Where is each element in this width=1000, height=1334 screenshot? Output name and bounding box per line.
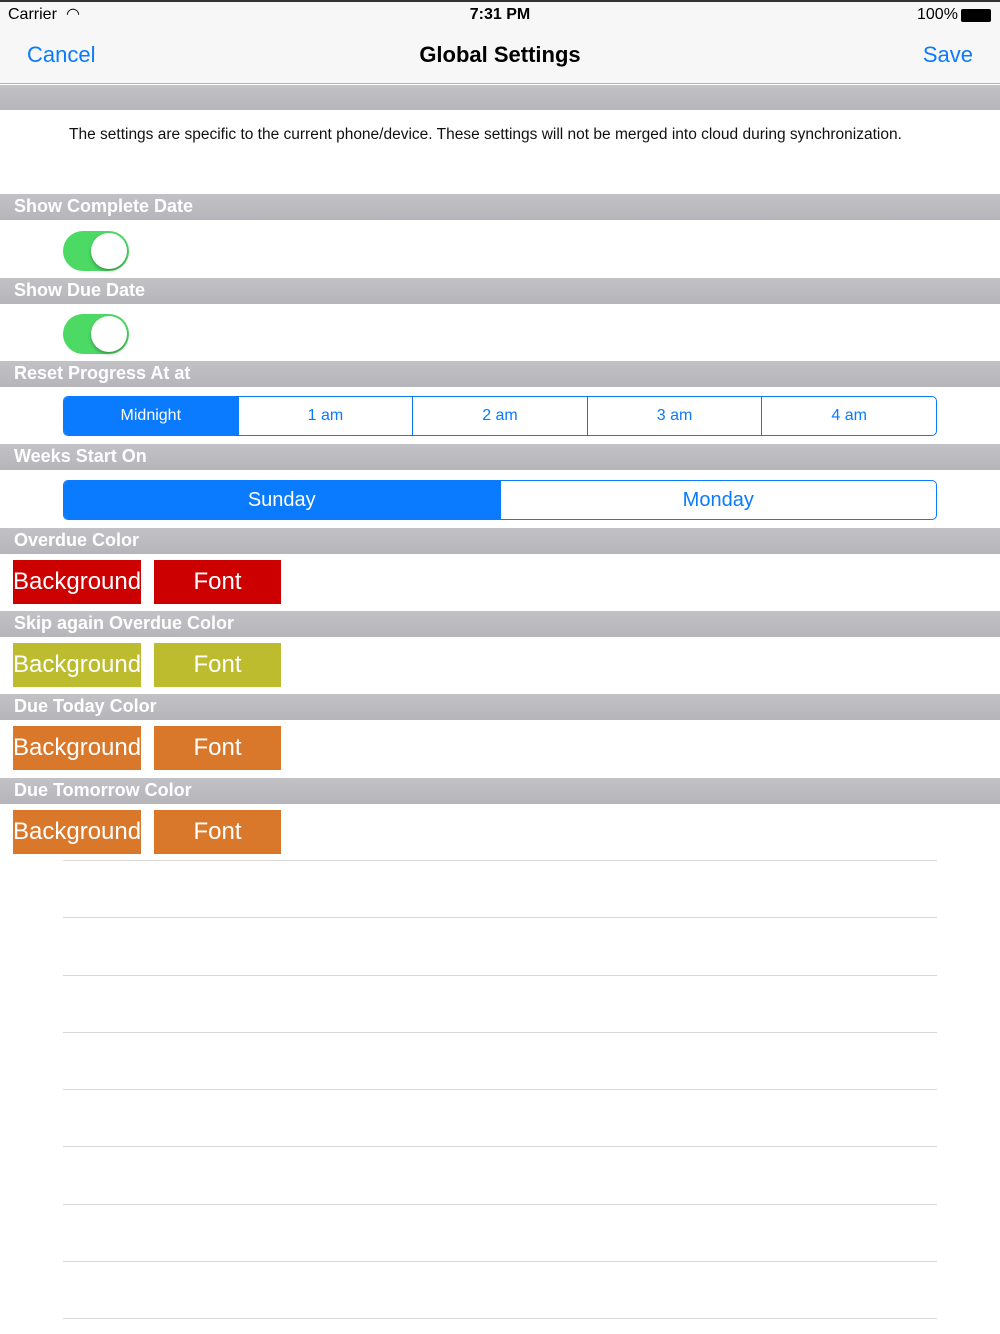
font-color-button[interactable]: Font <box>154 726 281 770</box>
section-header: Reset Progress At at <box>0 361 1000 387</box>
show-due-date-toggle[interactable] <box>63 314 129 354</box>
empty-row-separator <box>63 860 937 861</box>
weeks-start-segmented: Sunday Monday <box>63 480 937 520</box>
empty-row-separator <box>63 1089 937 1090</box>
empty-row-separator <box>63 1146 937 1147</box>
segment-1am[interactable]: 1 am <box>237 397 413 435</box>
empty-row-separator <box>63 1032 937 1033</box>
battery-icon <box>961 9 991 22</box>
status-bar: Carrier ◠ 7:31 PM 100% <box>0 0 1000 28</box>
save-button[interactable]: Save <box>922 42 973 67</box>
segment-4am[interactable]: 4 am <box>761 397 936 435</box>
section-header: Overdue Color <box>0 528 1000 554</box>
segment-monday[interactable]: Monday <box>499 481 937 519</box>
section-header: Due Tomorrow Color <box>0 778 1000 804</box>
empty-row-separator <box>63 1204 937 1205</box>
section-header: Due Today Color <box>0 694 1000 720</box>
background-color-button[interactable]: Background <box>13 810 141 854</box>
section-header: Skip again Overdue Color <box>0 611 1000 637</box>
segment-2am[interactable]: 2 am <box>412 397 587 435</box>
background-color-button[interactable]: Background <box>13 643 141 687</box>
section-header: Show Complete Date <box>0 194 1000 220</box>
cancel-button[interactable]: Cancel <box>27 42 96 67</box>
font-color-button[interactable]: Font <box>154 810 281 854</box>
device-notice: The settings are specific to the current… <box>69 126 902 143</box>
clock: 7:31 PM <box>469 6 531 23</box>
nav-bar: Global Settings Cancel Save <box>0 28 1000 84</box>
segment-midnight[interactable]: Midnight <box>64 397 238 435</box>
font-color-button[interactable]: Font <box>154 560 281 604</box>
background-color-button[interactable]: Background <box>13 560 141 604</box>
show-complete-date-toggle[interactable] <box>63 231 129 271</box>
page-title: Global Settings <box>419 42 581 67</box>
battery-percent: 100% <box>917 6 958 23</box>
empty-row-separator <box>63 975 937 976</box>
empty-row-separator <box>63 1318 937 1319</box>
wifi-icon: ◠ <box>66 6 80 23</box>
reset-progress-segmented: Midnight 1 am 2 am 3 am 4 am <box>63 396 937 436</box>
section-header: Show Due Date <box>0 278 1000 304</box>
background-color-button[interactable]: Background <box>13 726 141 770</box>
segment-sunday[interactable]: Sunday <box>64 481 500 519</box>
font-color-button[interactable]: Font <box>154 643 281 687</box>
empty-row-separator <box>63 917 937 918</box>
carrier: Carrier <box>8 6 57 23</box>
segment-3am[interactable]: 3 am <box>586 397 762 435</box>
section-header: Weeks Start On <box>0 444 1000 470</box>
top-spacer <box>0 85 1000 110</box>
empty-row-separator <box>63 1261 937 1262</box>
